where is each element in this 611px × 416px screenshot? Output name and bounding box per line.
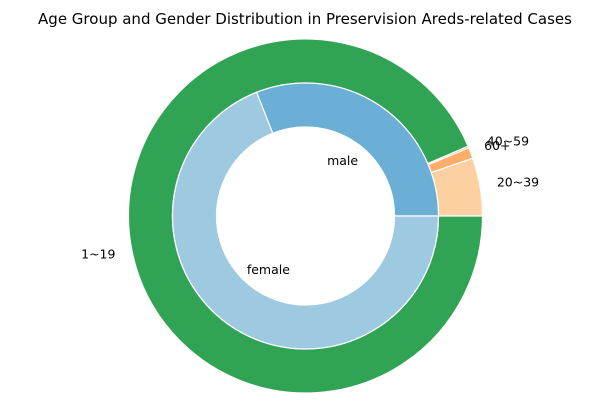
inner-label-male: male — [327, 153, 358, 168]
outer-label-1-19: 1~19 — [81, 247, 115, 262]
inner-wedge-female — [171, 91, 440, 350]
outer-ring-age-groups — [127, 38, 484, 394]
outer-label-20-39: 20~39 — [497, 174, 539, 189]
inner-ring-gender — [171, 82, 440, 350]
chart-title: Age Group and Gender Distribution in Pre… — [38, 10, 572, 28]
outer-label-60-: 60+ — [484, 138, 510, 153]
inner-label-female: female — [247, 262, 290, 277]
outer-label-40-59: 40~59 — [487, 133, 529, 148]
